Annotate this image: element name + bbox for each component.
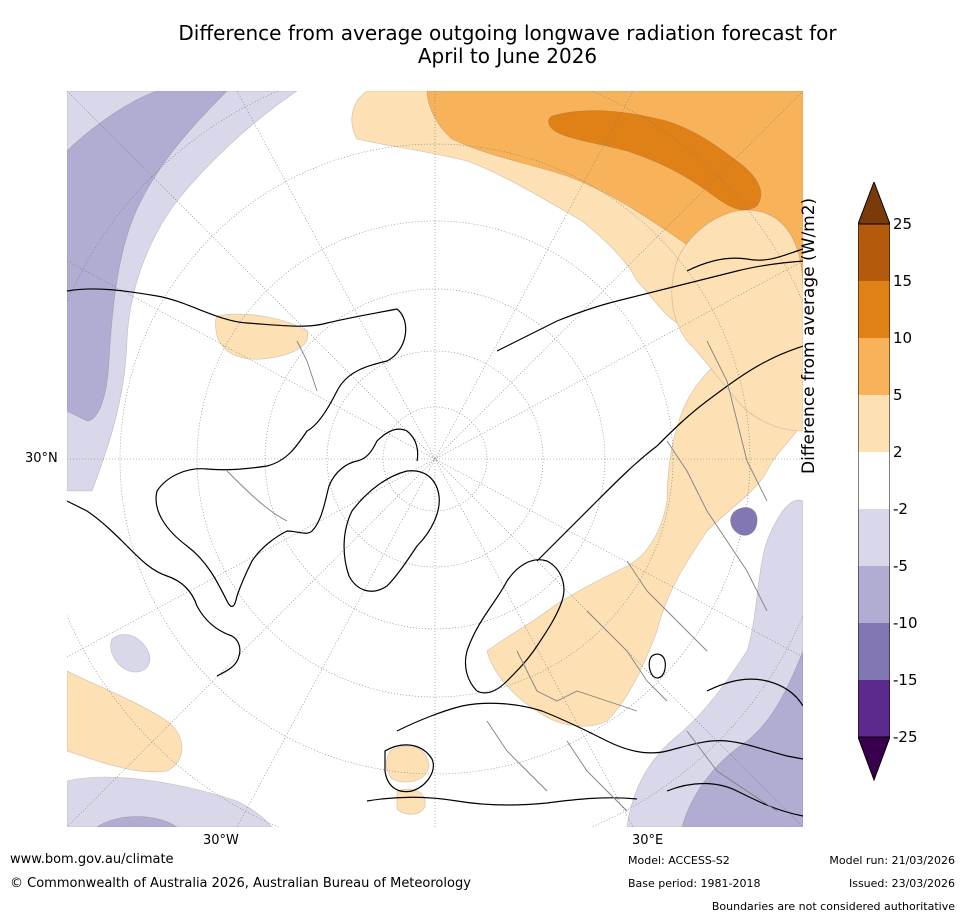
colorbar-segment — [858, 509, 890, 566]
colorbar-segment — [858, 623, 890, 680]
neg-anomaly-bottom-left — [67, 776, 273, 827]
colorbar-segment — [858, 224, 890, 281]
colorbar-tick: 10 — [893, 329, 913, 347]
pos-anomaly-iberia — [386, 745, 430, 783]
pos-anomaly-nafrica — [396, 788, 426, 815]
neg-anomaly-east-mid — [681, 650, 803, 827]
colorbar-segment — [858, 338, 890, 395]
chart-title: Difference from average outgoing longwav… — [100, 22, 915, 68]
neg-anomaly-east-core — [730, 507, 758, 536]
colorbar-tick: -25 — [893, 728, 918, 746]
colorbar-segment — [858, 395, 890, 452]
lon-label-30e: 30°E — [632, 833, 664, 848]
footer-model-run: Model run: 21/03/2026 — [829, 854, 955, 867]
colorbar-bottom-triangle — [858, 737, 890, 780]
colorbar-segment — [858, 281, 890, 338]
political-borders — [226, 340, 778, 812]
pos-anomaly-eurasia — [486, 344, 803, 727]
colorbar-tick: 15 — [893, 272, 913, 290]
pos-anomaly-north-core — [548, 110, 762, 211]
colorbar-title: Difference from average (W/m2) — [798, 197, 819, 474]
colorbar — [858, 182, 890, 782]
footer-copyright: © Commonwealth of Australia 2026, Austra… — [10, 876, 471, 891]
title-line-1: Difference from average outgoing longwav… — [178, 21, 837, 45]
neg-anomaly-atlantic-small — [110, 634, 151, 673]
polar-map — [67, 91, 803, 827]
footer-model: Model: ACCESS-S2 — [628, 854, 730, 867]
title-line-2: April to June 2026 — [417, 44, 598, 68]
colorbar-segment — [858, 452, 890, 509]
colorbar-tick: -5 — [893, 557, 908, 575]
colorbar-tick: 5 — [893, 386, 903, 404]
colorbar-top-triangle — [858, 182, 890, 224]
colorbar-segment — [858, 680, 890, 737]
pos-anomaly-pacific — [67, 670, 183, 773]
footer-disclaimer: Boundaries are not considered authoritat… — [711, 900, 955, 913]
colorbar-tick: -15 — [893, 671, 918, 689]
neg-anomaly-west-inner — [67, 91, 228, 422]
coastlines — [67, 248, 803, 817]
lon-label-30w: 30°W — [203, 833, 239, 848]
colorbar-segment — [858, 566, 890, 623]
colorbar-tick: 2 — [893, 443, 903, 461]
footer-issued: Issued: 23/03/2026 — [848, 877, 955, 890]
graticule — [67, 91, 803, 827]
lat-label-30n: 30°N — [25, 451, 58, 466]
neg-anomaly-bottom-left-inner — [96, 816, 178, 827]
colorbar-tick: 25 — [893, 215, 913, 233]
footer-base-period: Base period: 1981-2018 — [628, 877, 761, 890]
colorbar-tick: -2 — [893, 500, 908, 518]
colorbar-tick: -10 — [893, 614, 918, 632]
footer-url[interactable]: www.bom.gov.au/climate — [10, 852, 174, 867]
